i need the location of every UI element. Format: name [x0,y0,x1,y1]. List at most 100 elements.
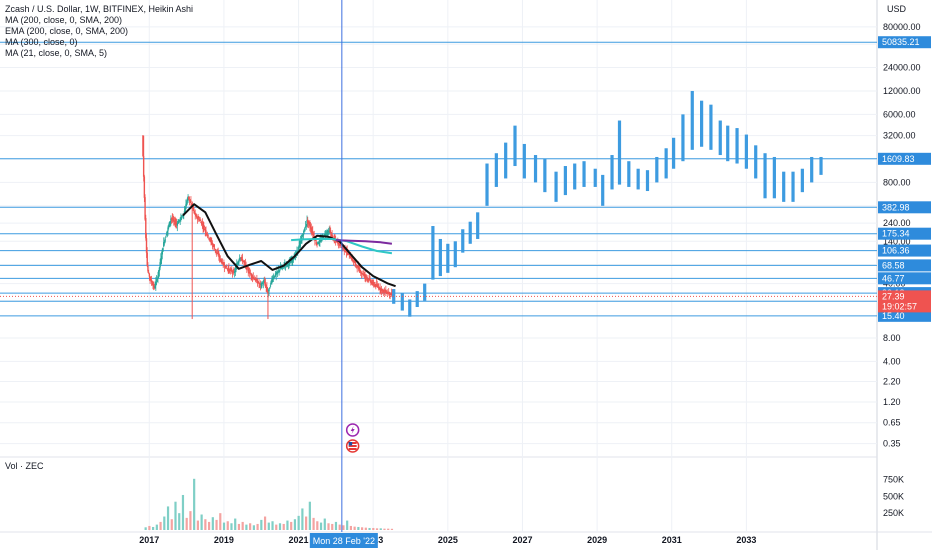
candle-body [317,243,320,245]
candle-body [370,281,373,284]
legend-line-3[interactable]: MA (300, close, 0) [5,37,78,47]
candle-body [304,226,307,228]
candle-body [291,259,293,263]
projection-bar [533,155,538,183]
candle-body [358,267,361,272]
candle-body [309,225,311,228]
projection-bar [763,153,767,199]
candle-body [251,276,254,278]
candle-body [268,288,270,292]
candle-body [261,283,264,285]
volume-legend[interactable]: Vol · ZEC [5,461,44,471]
candle-body [170,218,172,221]
candle-body [168,225,170,228]
candle-body [387,292,389,294]
candle-body [323,234,325,236]
volume-bar [342,525,345,530]
y-tick-label: 12000.00 [883,86,921,96]
price-level-badge [878,259,931,272]
legend-line-4[interactable]: MA (21, close, 0, SMA, 5) [5,48,108,58]
price-level-badge [878,309,931,322]
candle-body [270,280,272,283]
candle-body [312,231,314,235]
candle-body [350,257,352,259]
candle-body [150,280,153,283]
candle-body [159,262,161,268]
candle-body [200,221,203,225]
candle-body [289,262,292,264]
candle-body [178,220,181,222]
candle-body [157,275,159,279]
candle-body [324,233,326,235]
candle-body [167,227,169,231]
candle-body [193,210,196,214]
candle-body [338,243,340,246]
candle-body [231,270,233,273]
last-price-label: 27.39 [882,291,905,301]
volume-bar [372,527,375,530]
candle-body [246,266,249,269]
candle-body [342,247,344,249]
candle-body [198,220,201,222]
projection-bar [617,120,622,185]
candle-body [184,208,186,212]
candle-body [326,232,328,234]
volume-bar [346,520,349,530]
candle-body [278,270,280,272]
candle-body [289,261,291,263]
candle-body [195,215,198,218]
y-tick-label: 4.00 [883,356,901,366]
flag-stripe [348,442,357,444]
candle-body [201,223,204,225]
x-tick-label: 2021 [289,535,309,545]
candle-body [198,218,200,221]
candle-body [302,234,305,236]
candle-body [234,270,237,272]
candle-body [263,281,265,283]
projection-bar [522,143,526,179]
candle-body [163,242,165,247]
candle-body [325,233,328,235]
flag-stripe [348,445,357,447]
candle-body [317,242,319,244]
volume-bar [297,515,300,530]
lightning-glyph [350,426,355,434]
projection-bar [476,212,480,239]
volume-bar [357,526,360,530]
volume-bar [375,528,379,530]
y-tick-label: 0.65 [883,418,901,428]
candle-body [202,225,204,228]
candle-body [357,265,359,268]
candle-body [280,267,282,269]
legend-line-1[interactable]: MA (200, close, 0, SMA, 200) [5,15,123,25]
candle-body [302,235,304,237]
candle-body [208,238,211,240]
candle-body [315,242,318,245]
volume-bar [166,506,170,530]
candle-body [256,281,259,284]
volume-bar [249,523,252,530]
candle-body [179,218,181,222]
crosshair-date-label: Mon 28 Feb '22 [313,536,375,546]
volume-bar [338,524,341,530]
candle-body [324,234,327,236]
candle-body [385,292,388,294]
volume-bar [293,519,297,530]
candle-body [337,242,339,244]
candle-body [242,261,244,263]
legend-line-2[interactable]: EMA (200, close, 0, SMA, 200) [5,26,129,36]
candle-body [203,225,205,228]
projection-bar [819,156,823,175]
candle-body [173,220,175,222]
candle-body [286,264,288,266]
projection-bar [461,229,465,253]
price-level-label: 46.77 [882,273,905,283]
candle-body [228,269,231,272]
y-tick-label: 24000.00 [883,63,921,73]
candle-body [180,217,183,219]
candle-body [189,200,191,203]
candle-body [310,227,313,232]
projection-bar [408,299,412,317]
candle-body [223,266,226,268]
